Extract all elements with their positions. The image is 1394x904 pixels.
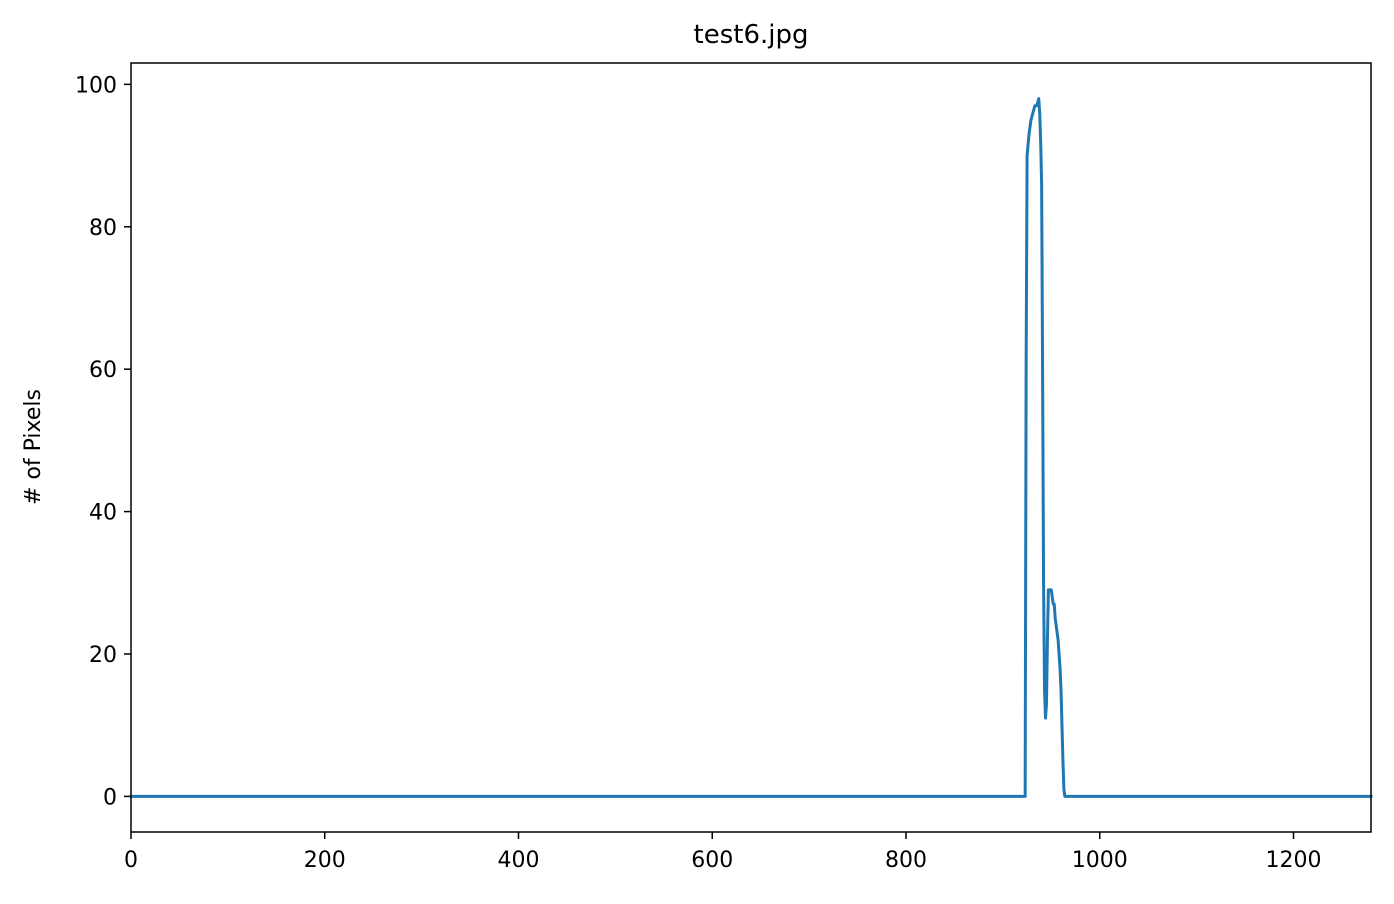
x-tick-label: 800: [885, 848, 927, 873]
x-tick-label: 200: [304, 848, 346, 873]
y-tick-label: 20: [89, 643, 117, 668]
chart-title: test6.jpg: [694, 20, 809, 50]
plot-frame: [130, 62, 1372, 833]
y-tick-label: 100: [75, 73, 117, 98]
x-tick-label: 1200: [1266, 848, 1322, 873]
y-tick-label: 60: [89, 358, 117, 383]
series-layer: [129, 97, 1373, 798]
x-tick-label: 600: [691, 848, 733, 873]
x-axis: 0 200 400 600 800 1000 1200: [124, 832, 1322, 873]
y-axis: 0 20 40 60 80 100: [75, 73, 131, 810]
x-tick-label: 400: [498, 848, 540, 873]
y-tick-label: 0: [103, 785, 117, 810]
x-tick-label: 0: [124, 848, 138, 873]
series-line: [129, 97, 1373, 798]
x-tick-label: 1000: [1072, 848, 1128, 873]
y-tick-label: 40: [89, 501, 117, 526]
plot-area: [131, 63, 1371, 832]
y-tick-label: 80: [89, 216, 117, 241]
y-axis-label: # of Pixels: [21, 389, 46, 505]
